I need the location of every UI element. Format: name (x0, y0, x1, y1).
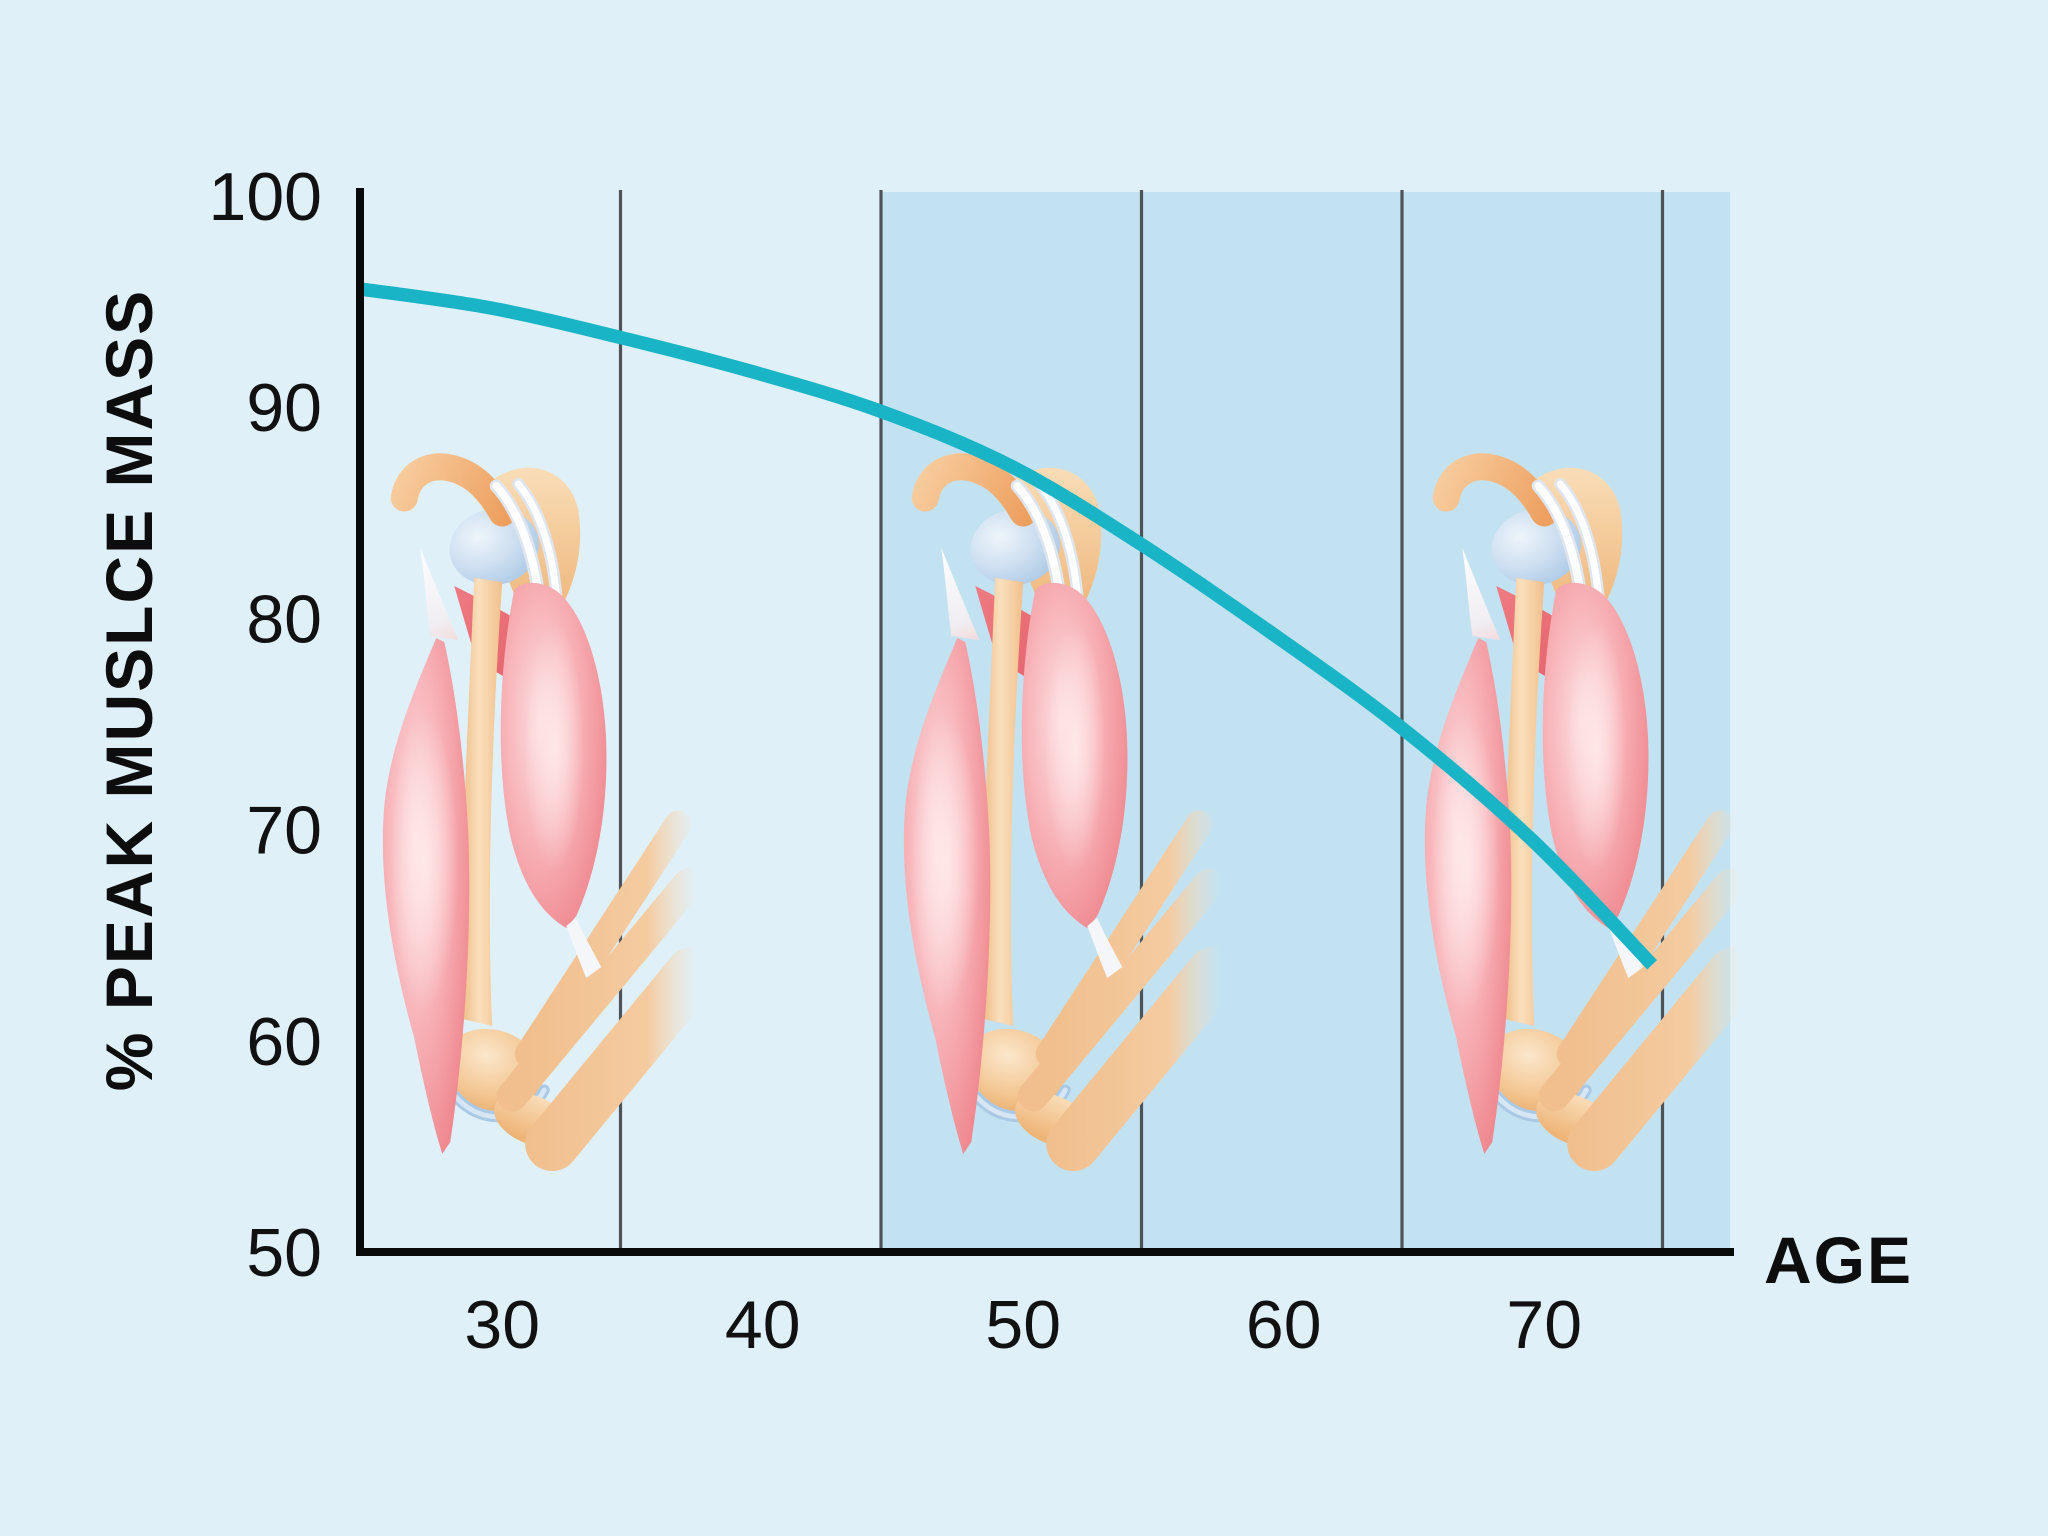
x-tick-label-40: 40 (725, 1287, 801, 1363)
x-tick-label-30: 30 (464, 1287, 540, 1363)
x-axis-title: AGE (1764, 1223, 1913, 1297)
y-tick-label-100: 100 (209, 159, 322, 235)
x-tick-label-60: 60 (1246, 1287, 1322, 1363)
x-tick-labels: 30 40 50 60 70 (464, 1287, 1582, 1363)
y-tick-label-50: 50 (246, 1215, 322, 1291)
x-tick-label-70: 70 (1506, 1287, 1582, 1363)
x-tick-label-50: 50 (985, 1287, 1061, 1363)
axes (356, 188, 1734, 1256)
y-tick-labels: 100 90 80 70 60 50 (209, 159, 322, 1291)
y-tick-label-90: 90 (246, 370, 322, 446)
y-axis-line (356, 188, 364, 1256)
y-tick-label-70: 70 (246, 793, 322, 869)
y-axis-title: % PEAK MUSLCE MASS (92, 289, 166, 1091)
muscle-mass-curve (359, 282, 1657, 970)
x-axis-line (356, 1248, 1734, 1256)
y-tick-label-60: 60 (246, 1004, 322, 1080)
y-tick-label-80: 80 (246, 581, 322, 657)
